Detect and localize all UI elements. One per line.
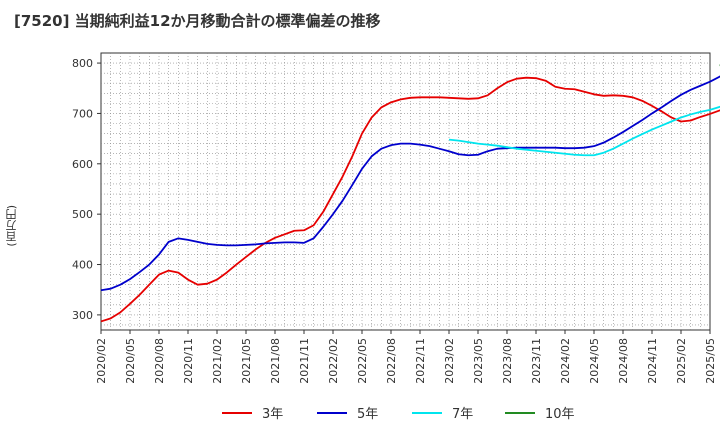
x-tick-label: 2023/02 (443, 338, 456, 384)
legend-label: 5年 (357, 407, 378, 422)
x-tick-label: 2025/02 (675, 338, 688, 384)
y-tick-label: 800 (72, 57, 93, 70)
x-tick-label: 2024/02 (559, 338, 572, 384)
x-tick-label: 2023/05 (472, 338, 485, 384)
x-tick-label: 2024/11 (646, 338, 659, 384)
series-line-3年 (100, 76, 720, 323)
x-tick-label: 2020/02 (95, 338, 108, 384)
legend-label: 10年 (545, 407, 575, 422)
y-tick-label: 500 (72, 208, 93, 221)
x-tick-label: 2021/05 (240, 338, 253, 384)
x-ticks: 2020/02 2020/05 2020/08 2020/11 2021/02 2021/… (95, 330, 717, 384)
x-tick-label: 2021/08 (269, 338, 282, 384)
chart-title: [7520] 当期純利益12か月移動合計の標準偏差の推移 (14, 12, 381, 30)
series-lines (100, 64, 720, 323)
legend-label: 3年 (262, 407, 283, 422)
x-tick-label: 2021/11 (298, 338, 311, 384)
x-tick-label: 2025/05 (704, 338, 717, 384)
x-tick-label: 2022/11 (414, 338, 427, 384)
x-tick-label: 2020/11 (182, 338, 195, 384)
x-tick-label: 2022/08 (385, 338, 398, 384)
x-tick-label: 2024/05 (588, 338, 601, 384)
legend: 3年 5年 7年 10年 (222, 407, 575, 422)
y-ticks: 300 400 500 600 700 800 (72, 57, 101, 322)
plot-area (100, 52, 711, 331)
y-tick-label: 300 (72, 309, 93, 322)
x-tick-label: 2023/08 (501, 338, 514, 384)
legend-label: 7年 (452, 407, 473, 422)
y-tick-label: 400 (72, 259, 93, 272)
x-tick-label: 2020/05 (124, 338, 137, 384)
grid (101, 53, 710, 330)
series-line-5年 (100, 75, 720, 292)
x-tick-label: 2020/08 (153, 338, 166, 384)
x-tick-label: 2023/11 (530, 338, 543, 384)
series-line-7年 (448, 105, 720, 157)
y-tick-label: 700 (72, 107, 93, 120)
x-tick-label: 2021/02 (211, 338, 224, 384)
x-tick-label: 2022/05 (356, 338, 369, 384)
x-tick-label: 2022/02 (327, 338, 340, 384)
y-tick-label: 600 (72, 158, 93, 171)
x-tick-label: 2024/08 (617, 338, 630, 384)
